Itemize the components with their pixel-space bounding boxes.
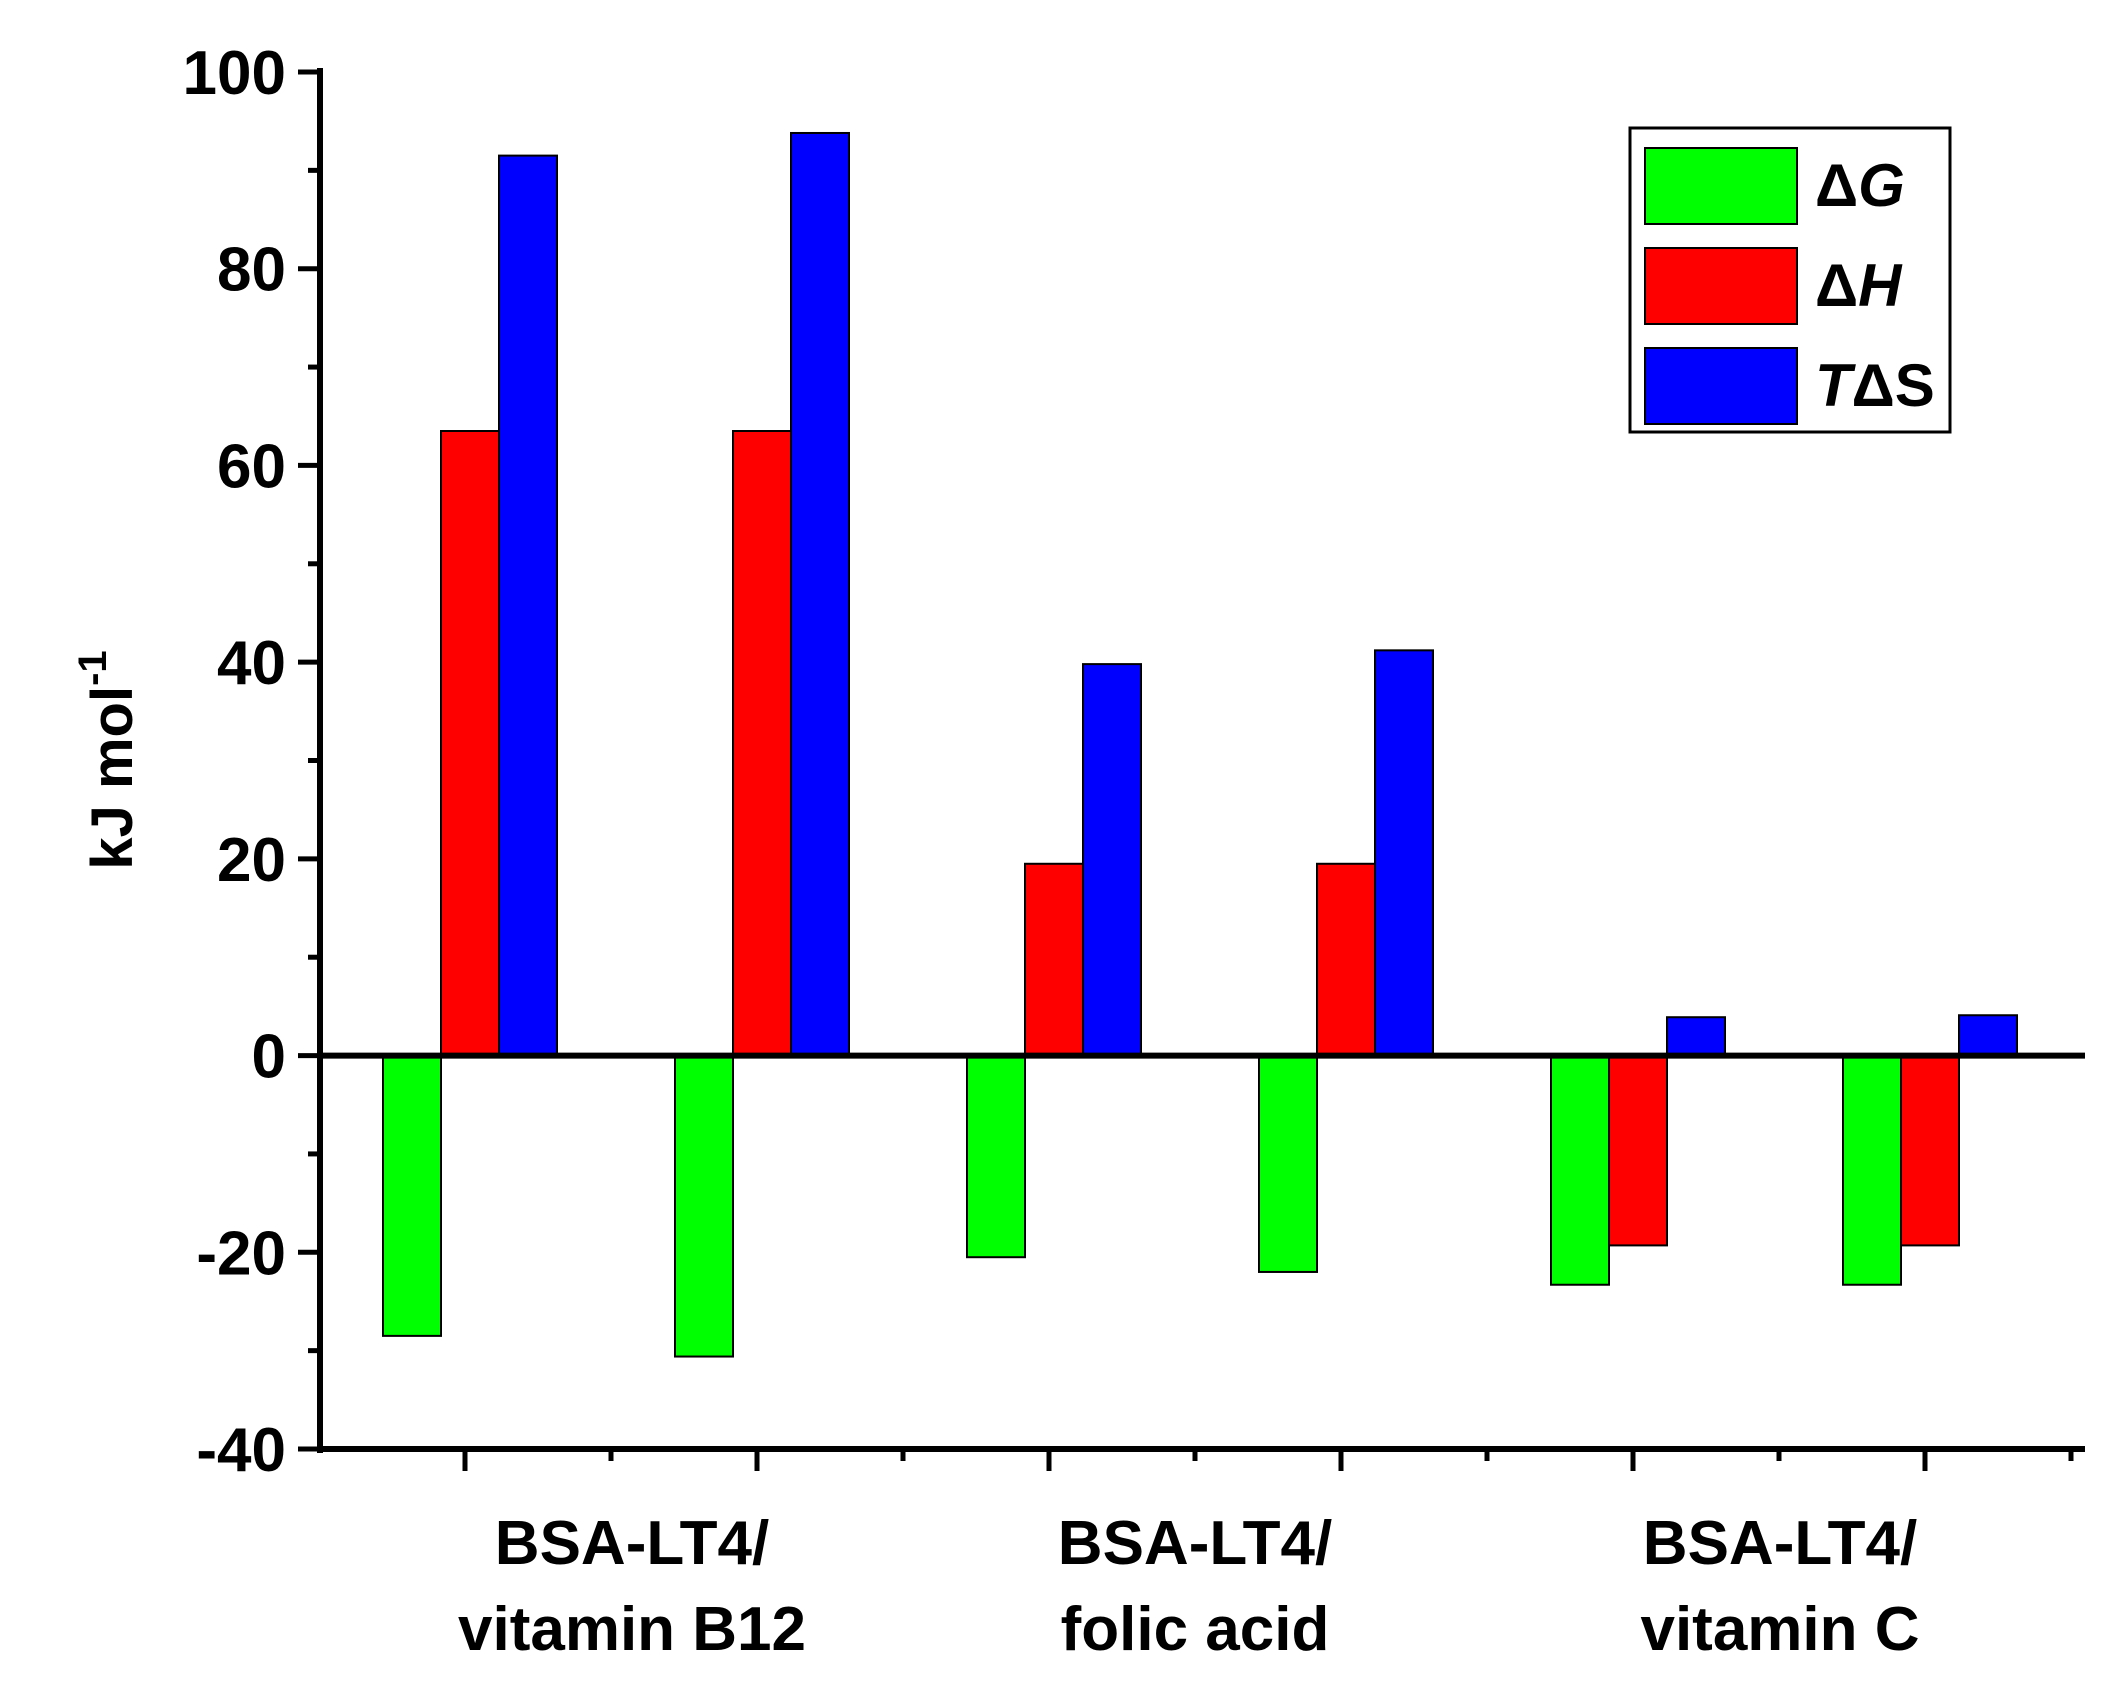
legend: ΔG ΔH TΔS (1628, 126, 1952, 434)
legend-swatch (1644, 147, 1798, 225)
y-tick-label: 0 (252, 1023, 286, 1092)
y-axis-title: kJ mol-1 (71, 650, 145, 869)
bar-t-delta-s-5 (1666, 1016, 1726, 1057)
legend-label: TΔS (1815, 352, 1935, 419)
bar-t-delta-s-2 (790, 131, 850, 1057)
y-tick-label: 100 (183, 39, 286, 108)
bar-delta-g-3 (966, 1054, 1026, 1259)
bar-delta-h-5 (1608, 1054, 1668, 1247)
bar-t-delta-s-1 (498, 154, 558, 1057)
bar-delta-h-4 (1316, 862, 1376, 1057)
bar-delta-g-4 (1258, 1054, 1318, 1273)
bar-t-delta-s-6 (1958, 1014, 2018, 1057)
y-tick-label: -40 (196, 1416, 286, 1485)
legend-swatch (1644, 347, 1798, 425)
bar-delta-h-2 (732, 430, 792, 1057)
y-tick-label: 20 (217, 826, 286, 895)
bar-delta-h-3 (1024, 862, 1084, 1057)
bar-t-delta-s-4 (1374, 649, 1434, 1057)
legend-label: ΔG (1815, 152, 1905, 219)
bar-delta-g-2 (674, 1054, 734, 1358)
category-label-2: BSA-LT4/folic acid (1058, 1509, 1332, 1664)
category-label-3: BSA-LT4/vitamin C (1640, 1509, 1919, 1664)
y-tick-label: 40 (217, 629, 286, 698)
bar-t-delta-s-3 (1082, 663, 1142, 1057)
bar-delta-h-1 (440, 430, 500, 1057)
bars-layer (382, 131, 2018, 1358)
bar-delta-g-6 (1842, 1054, 1902, 1286)
y-tick-label: 80 (217, 236, 286, 305)
labels-layer: -40 -20 0 20 40 60 80 100 BSA-LT4/vitamin B12 BSA… (71, 39, 1920, 1664)
legend-label: ΔH (1815, 252, 1903, 319)
y-tick-label: 60 (217, 432, 286, 501)
bar-delta-g-5 (1550, 1054, 1610, 1286)
legend-swatch (1644, 247, 1798, 325)
category-label-1: BSA-LT4/vitamin B12 (458, 1509, 806, 1664)
bar-delta-g-1 (382, 1054, 442, 1337)
axes-layer (298, 68, 2085, 1471)
bar-delta-h-6 (1900, 1054, 1960, 1247)
y-tick-label: -20 (196, 1219, 286, 1288)
